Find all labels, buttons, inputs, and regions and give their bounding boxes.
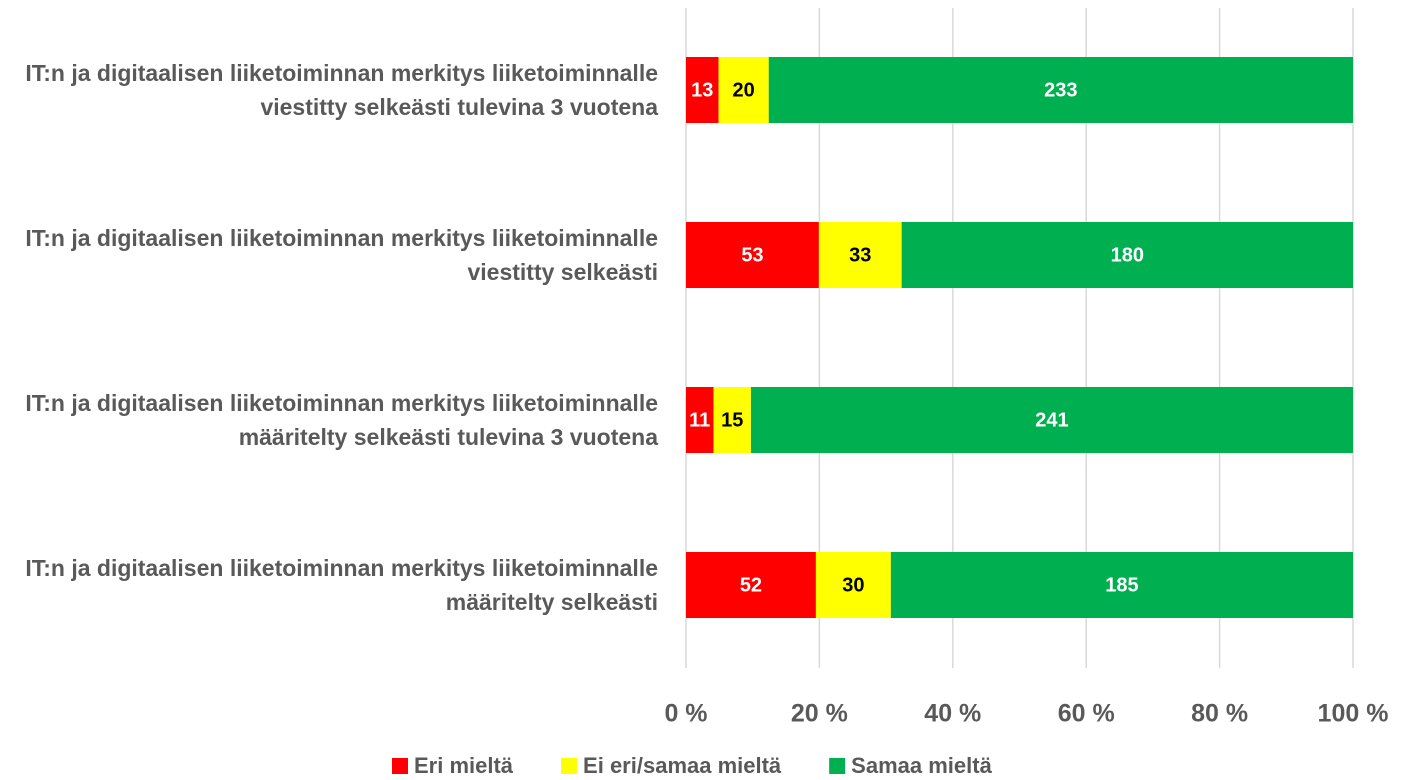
bar-segment (686, 57, 719, 123)
legend-swatch (829, 758, 846, 774)
x-tick-label: 60 % (1058, 700, 1115, 728)
data-label: 30 (842, 574, 864, 596)
bar-segment (818, 222, 902, 288)
data-label: 13 (691, 79, 713, 101)
category-label: IT:n ja digitaalisen liiketoiminnan merk… (25, 390, 658, 450)
legend-swatch (392, 758, 408, 774)
bar-segment (718, 57, 769, 123)
data-label: 241 (1035, 409, 1068, 431)
x-tick-label: 100 % (1318, 700, 1389, 728)
legend-label: Ei eri/samaa mieltä (583, 753, 782, 778)
data-label: 11 (689, 409, 710, 431)
data-label: 52 (740, 574, 762, 596)
data-label: 53 (741, 244, 763, 266)
data-label: 233 (1044, 79, 1077, 101)
x-tick-label: 0 % (664, 700, 707, 728)
bar-segment (686, 222, 819, 288)
x-tick-label: 40 % (924, 700, 981, 728)
category-label: IT:n ja digitaalisen liiketoiminnan merk… (25, 60, 658, 120)
bar-segment (901, 222, 1353, 288)
x-tick-label: 80 % (1191, 700, 1248, 728)
data-label: 180 (1111, 244, 1144, 266)
bar-segment (768, 57, 1353, 123)
data-label: 185 (1105, 574, 1138, 596)
bar-segment (890, 552, 1353, 618)
data-label: 15 (721, 409, 743, 431)
bar-segment (750, 387, 1353, 453)
data-label: 33 (849, 244, 871, 266)
bar-segment (815, 552, 891, 618)
bar-segment (686, 387, 714, 453)
category-label: IT:n ja digitaalisen liiketoiminnan merk… (25, 225, 658, 285)
category-label: IT:n ja digitaalisen liiketoiminnan merk… (25, 555, 658, 615)
data-label: 20 (733, 79, 755, 101)
legend-label: Eri mieltä (414, 753, 514, 778)
bar-segment (686, 552, 816, 618)
legend-swatch (561, 758, 578, 774)
legend-label: Samaa mieltä (851, 753, 992, 778)
x-tick-label: 20 % (791, 700, 848, 728)
bar-segment (713, 387, 751, 453)
